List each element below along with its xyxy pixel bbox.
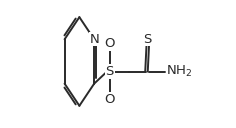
Text: S: S [105, 65, 114, 78]
Text: S: S [143, 33, 152, 46]
Text: N: N [89, 33, 99, 46]
Text: O: O [105, 37, 115, 50]
Text: NH$_2$: NH$_2$ [166, 64, 193, 79]
Text: O: O [105, 93, 115, 106]
